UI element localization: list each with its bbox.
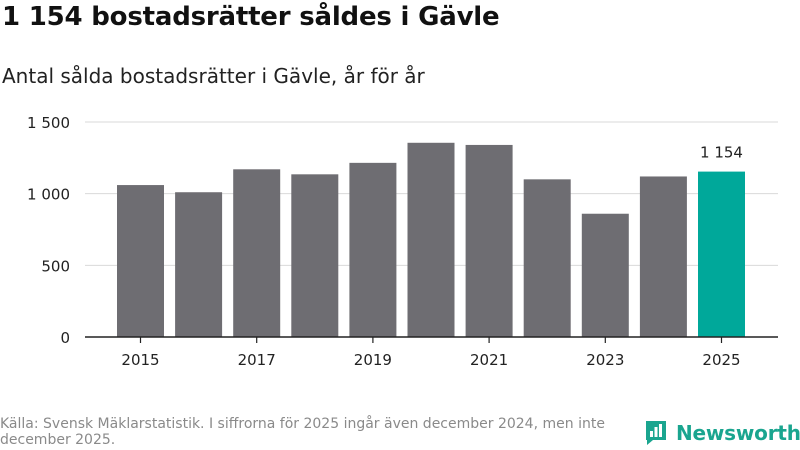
bar-2016 xyxy=(175,192,223,337)
x-tick-label: 2019 xyxy=(354,351,392,369)
bar-2017 xyxy=(233,169,281,337)
bar-2019 xyxy=(349,162,397,337)
x-tick-label: 2017 xyxy=(238,351,276,369)
bar-2018 xyxy=(291,174,339,337)
x-tick-label: 2025 xyxy=(702,351,740,369)
bar-chart: 0 500 1 000 1 500 1 154 2015 2017 2019 2021 2023 2… xyxy=(27,114,778,369)
y-tick-label: 0 xyxy=(60,329,70,347)
bar-2023 xyxy=(581,213,629,337)
brand-name: Newsworthy xyxy=(676,421,800,445)
chart-title: 1 154 bostadsrätter såldes i Gävle xyxy=(2,2,500,32)
y-tick-label: 1 000 xyxy=(27,186,70,204)
x-tick-label: 2023 xyxy=(586,351,624,369)
bar-2020 xyxy=(407,142,455,337)
bar-2015 xyxy=(117,185,164,337)
bar-2022 xyxy=(523,179,571,337)
bar-2024 xyxy=(639,176,687,337)
x-tick-label: 2021 xyxy=(470,351,508,369)
bar-2021 xyxy=(465,144,513,337)
brand-logo: Newsworthy xyxy=(644,419,800,447)
x-tick-label: 2015 xyxy=(121,351,159,369)
chart-subtitle: Antal sålda bostadsrätter i Gävle, år fö… xyxy=(2,64,425,88)
source-note: Källa: Svensk Mäklarstatistik. I siffror… xyxy=(0,416,605,448)
newsworthy-logo-icon xyxy=(646,421,666,445)
bar-2025 xyxy=(698,171,745,337)
highlight-data-label: 1 154 xyxy=(700,144,743,162)
y-tick-label: 500 xyxy=(41,257,70,275)
y-tick-label: 1 500 xyxy=(27,114,70,132)
